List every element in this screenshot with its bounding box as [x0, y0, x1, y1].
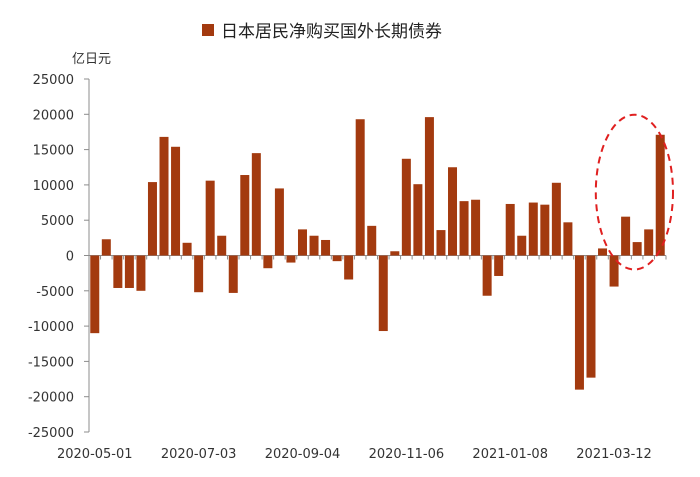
bar: [274, 188, 284, 256]
y-tick-label: 0: [66, 250, 74, 265]
bar: [159, 136, 169, 256]
bar: [355, 119, 365, 256]
x-axis: 2020-05-01 2020-07-03 2020-09-04 2020-11-06…: [57, 255, 667, 462]
y-tick-label: 10000: [33, 179, 74, 194]
bar: [632, 242, 642, 256]
bar: [598, 248, 608, 256]
y-tick-label: 25000: [33, 73, 74, 88]
bar: [367, 225, 377, 256]
y-tick-label: -15000: [28, 355, 74, 370]
bar: [448, 167, 458, 256]
bar: [505, 203, 515, 256]
bar: [147, 182, 157, 256]
x-tick-label: 2020-07-03: [161, 447, 237, 462]
bar: [101, 239, 111, 256]
bar: [494, 255, 504, 276]
bar: [240, 175, 250, 256]
y-tick-label: -10000: [28, 320, 74, 335]
bar: [540, 204, 550, 256]
bar: [113, 255, 123, 288]
bar: [263, 255, 273, 269]
bar: [194, 255, 204, 293]
bar: [390, 251, 400, 256]
bar: [124, 255, 134, 288]
y-tick-label: 20000: [33, 108, 74, 123]
bar: [205, 180, 215, 256]
bar: [517, 235, 527, 256]
bar: [217, 235, 227, 256]
x-tick-label: 2021-03-12: [576, 447, 652, 462]
x-tick-label: 2020-11-06: [369, 447, 445, 462]
legend-swatch: [202, 24, 214, 36]
bar: [136, 255, 146, 291]
bars: [90, 117, 665, 390]
y-tick-label: -25000: [28, 426, 74, 441]
legend: 日本居民净购买国外长期债券: [202, 22, 442, 42]
highlight-ellipse: [594, 113, 675, 271]
x-tick-label: 2020-09-04: [265, 447, 341, 462]
bar: [459, 201, 469, 256]
legend-label: 日本居民净购买国外长期债券: [221, 22, 442, 42]
bar: [401, 158, 411, 256]
bar: [621, 216, 631, 256]
bar: [182, 242, 192, 256]
bar: [90, 255, 100, 334]
bar: [171, 146, 181, 256]
bar: [309, 235, 319, 256]
bar: [332, 255, 342, 262]
bar: [286, 255, 296, 263]
x-tick-label: 2020-05-01: [57, 447, 133, 462]
x-tick-label: 2021-01-08: [472, 447, 548, 462]
bar: [471, 199, 481, 256]
bar: [563, 222, 573, 256]
bar: [424, 117, 434, 256]
bar: [297, 229, 307, 256]
bar: [228, 255, 238, 293]
y-tick-label: 5000: [41, 214, 74, 229]
bar: [321, 239, 331, 256]
y-tick-label: -5000: [36, 285, 74, 300]
bar: [574, 255, 584, 390]
bar: [251, 153, 261, 256]
bar: [609, 255, 619, 287]
bar: [378, 255, 388, 332]
unit-label: 亿日元: [72, 52, 111, 67]
y-axis: 25000 20000 15000 10000 5000 0 -5000 -10000 -150…: [28, 73, 90, 441]
y-tick-label: 15000: [33, 144, 74, 159]
bar: [482, 255, 492, 296]
bar: [644, 229, 654, 256]
bar: [655, 134, 665, 256]
bar: [551, 182, 561, 256]
bar: [436, 230, 446, 256]
bar: [528, 202, 538, 256]
bar: [344, 255, 354, 280]
y-tick-label: -20000: [28, 391, 74, 406]
bar: [413, 184, 423, 256]
bar: [586, 255, 596, 378]
